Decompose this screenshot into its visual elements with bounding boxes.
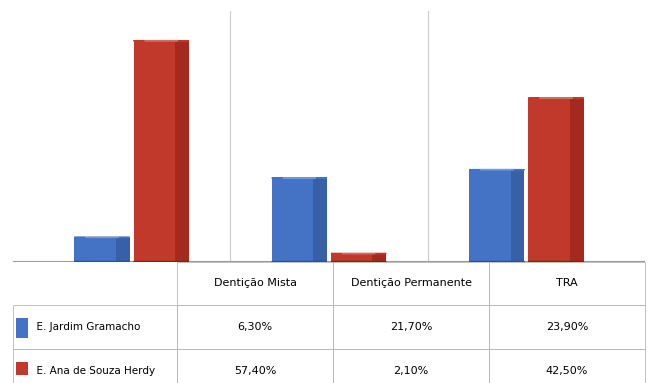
Bar [134, 41, 189, 262]
Bar [511, 170, 524, 262]
Bar [116, 237, 130, 262]
Bar [528, 98, 584, 262]
Bar [175, 41, 189, 262]
Bar [372, 254, 386, 262]
Bar [469, 170, 524, 262]
FancyBboxPatch shape [16, 318, 28, 338]
Bar [313, 178, 327, 262]
Bar [74, 237, 130, 262]
Bar [570, 98, 584, 262]
Bar [331, 254, 386, 262]
FancyBboxPatch shape [16, 362, 28, 381]
Bar [272, 178, 327, 262]
